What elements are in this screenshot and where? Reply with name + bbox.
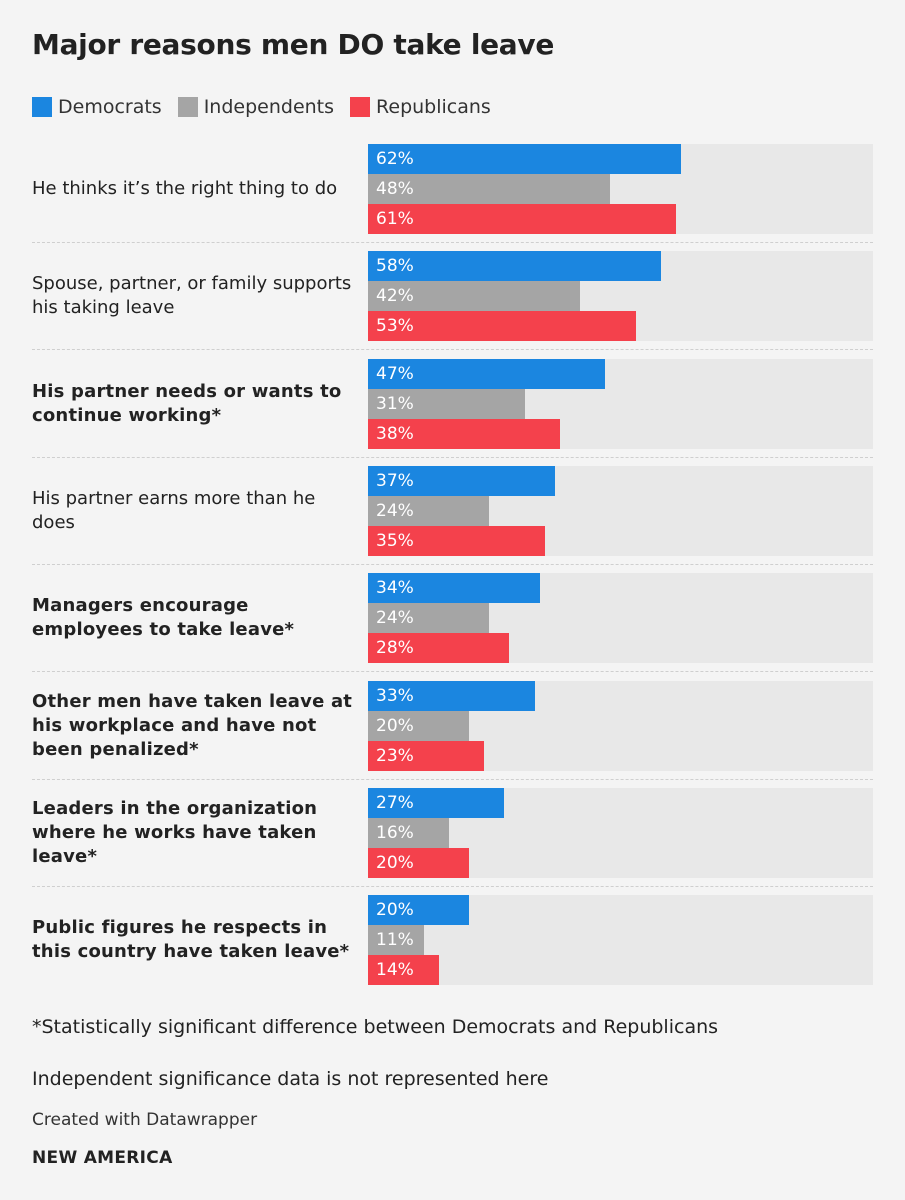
category-label: He thinks it’s the right thing to do: [32, 178, 338, 199]
legend-swatch-independents: [177, 97, 198, 117]
bar-independents: [368, 710, 469, 741]
bar-value-label: 48%: [376, 179, 414, 199]
bar-value-label: 38%: [376, 423, 414, 444]
bar-democrats: [368, 251, 661, 282]
category-label: Leaders in the organization where he wor…: [32, 797, 318, 867]
bar-republicans: [368, 418, 560, 449]
category-label: His partner earns more than he does: [32, 487, 316, 533]
bar-value-label: 20%: [376, 715, 414, 736]
bar-independents: [368, 388, 525, 419]
bar-democrats: [368, 895, 469, 926]
bar-democrats: [368, 787, 505, 818]
category-label: Other men have taken leave at his workpl…: [32, 690, 353, 760]
bar-democrats: [368, 465, 555, 496]
bar-republicans: [368, 955, 439, 986]
bar-republicans: [368, 633, 510, 664]
bar-republicans: [368, 525, 545, 556]
independent-note: Independent significance data is not rep…: [32, 1068, 549, 1090]
bar-value-label: 11%: [376, 930, 414, 951]
row-divider: [32, 885, 873, 887]
bar-value-label: 62%: [376, 149, 414, 169]
legend-swatch-democrats: [32, 97, 52, 117]
bar-value-label: 58%: [376, 256, 414, 277]
row-divider: [32, 242, 873, 243]
bar-republicans: [368, 740, 485, 771]
bar-value-label: 27%: [376, 792, 414, 813]
bar-value-label: 53%: [376, 316, 414, 337]
bar-value-label: 42%: [376, 286, 414, 307]
legend-label-independents: Independents: [203, 96, 335, 118]
significance-note: *Statistically significant difference be…: [32, 1016, 719, 1038]
bar-value-label: 24%: [376, 608, 414, 629]
chart-title: Major reasons men DO take leave: [32, 28, 555, 61]
category-label: Public figures he respects in this count…: [32, 917, 350, 963]
legend-item-republicans: Republicans: [350, 96, 491, 118]
bar-democrats: [368, 680, 535, 711]
bar-value-label: 35%: [376, 530, 414, 551]
bar-value-label: 33%: [376, 685, 414, 706]
legend-item-independents: Independents: [177, 96, 335, 118]
bar-democrats: [368, 358, 606, 389]
bar-value-label: 31%: [376, 393, 414, 414]
bar-republicans: [368, 204, 677, 234]
bar-value-label: 47%: [376, 363, 414, 384]
category-label: His partner needs or wants to continue w…: [32, 380, 342, 426]
bar-democrats: [368, 573, 540, 604]
bar-value-label: 28%: [376, 638, 414, 659]
bar-independents: [368, 495, 490, 526]
legend-label-republicans: Republicans: [376, 96, 491, 118]
bar-value-label: 37%: [376, 470, 414, 491]
brand-logo-text: NEW AMERICA: [32, 1148, 173, 1168]
bar-value-label: 20%: [376, 900, 414, 921]
bar-independents: [368, 603, 490, 634]
row-divider: [32, 563, 873, 565]
bar-value-label: 16%: [376, 822, 414, 843]
bar-value-label: 20%: [376, 852, 414, 873]
legend: Democrats Independents Republicans: [32, 96, 507, 118]
bar-democrats: [368, 144, 682, 174]
row-divider: [32, 349, 873, 351]
bar-independents: [368, 925, 424, 956]
legend-swatch-republicans: [350, 97, 371, 117]
legend-label-democrats: Democrats: [58, 96, 162, 118]
category-label: Spouse, partner, or family supports his …: [32, 273, 352, 319]
legend-item-democrats: Democrats: [32, 96, 162, 118]
bar-value-label: 34%: [376, 578, 414, 599]
bar-independents: [368, 817, 449, 848]
bar-republicans: [368, 311, 636, 342]
row-divider: [32, 778, 873, 780]
bar-value-label: 23%: [376, 745, 414, 766]
bar-independents: [368, 174, 611, 204]
bar-value-label: 61%: [376, 209, 414, 229]
bar-value-label: 24%: [376, 500, 414, 521]
row-divider: [32, 456, 873, 458]
datawrapper-credit: Created with Datawrapper: [32, 1110, 258, 1130]
category-label: Managers encourage employees to take lea…: [32, 595, 295, 641]
bar-value-label: 14%: [376, 960, 414, 981]
bar-independents: [368, 281, 581, 312]
row-divider: [32, 671, 873, 673]
bar-republicans: [368, 847, 469, 878]
